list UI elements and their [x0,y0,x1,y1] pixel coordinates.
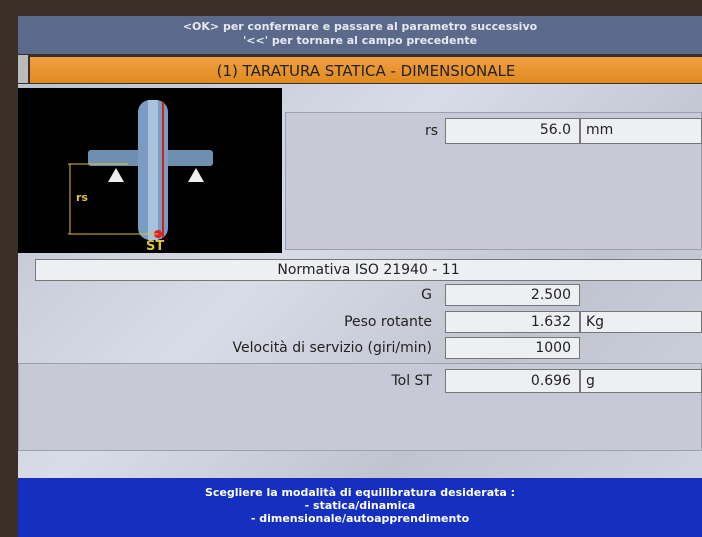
instruction-line: '<<' per tornare al campo precedente [18,34,702,48]
footer-line: - dimensionale/autoapprendimento [18,512,702,525]
field-value[interactable]: 56.0 [445,118,580,144]
rotor-diagram: rs ST [18,88,282,253]
field-unit: Kg [580,311,702,333]
footer-line: Scegliere la modalità di equilibratura d… [18,486,702,499]
instruction-line: <OK> per confermare e passare al paramet… [18,20,702,34]
field-label: Velocità di servizio (giri/min) [100,337,432,359]
instructions: <OK> per confermare e passare al paramet… [18,16,702,54]
footer-line: - statica/dinamica [18,499,702,512]
field-label: Peso rotante [150,311,432,333]
title-bar: (1) TARATURA STATICA - DIMENSIONALE [30,57,702,83]
field-value[interactable]: 1000 [445,337,580,359]
screen: <OK> per confermare e passare al paramet… [0,0,702,537]
footer: Scegliere la modalità di equilibratura d… [18,478,702,537]
field-label: rs [300,120,438,142]
field-value[interactable]: 2.500 [445,284,580,306]
field-unit: mm [580,118,702,144]
tab [18,55,28,83]
standard: Normativa ISO 21940 - 11 [35,259,702,281]
field-label: G [150,284,432,306]
field-value: 0.696 [445,369,580,393]
field-value[interactable]: 1.632 [445,311,580,333]
rs-label: rs [76,191,88,204]
field-label: Tol ST [300,370,432,392]
field-unit: g [580,369,702,393]
st-label: ST [146,239,164,253]
